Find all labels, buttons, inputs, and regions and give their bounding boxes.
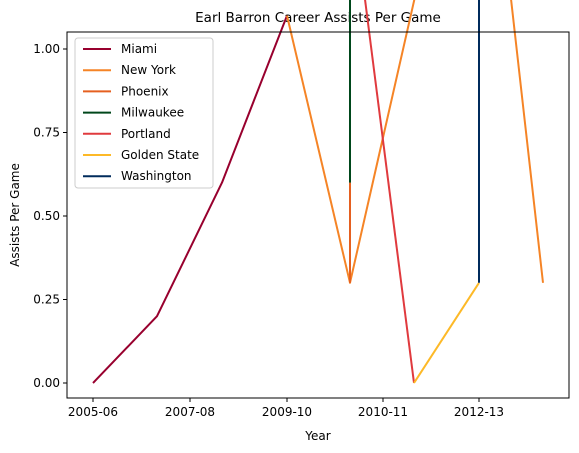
- y-axis: 0.000.250.500.751.001.251.501.752.00: [33, 0, 67, 390]
- x-tick-label: 2005-06: [68, 405, 118, 419]
- legend-label: Golden State: [121, 148, 199, 162]
- y-tick-label: 0.75: [33, 126, 60, 140]
- x-tick-label: 2012-13: [454, 405, 504, 419]
- series-line-portland: [350, 0, 414, 383]
- legend-label: Portland: [121, 127, 171, 141]
- series-line-new-york: [287, 0, 543, 283]
- chart-title: Earl Barron Career Assists Per Game: [195, 10, 441, 26]
- legend-label: Miami: [121, 42, 157, 56]
- legend-label: Washington: [121, 169, 192, 183]
- y-tick-label: 1.00: [33, 42, 60, 56]
- x-axis: 2005-06 2007-08 2009-10 2010-11 2012-13: [68, 398, 504, 419]
- x-tick-label: 2010-11: [358, 405, 408, 419]
- x-tick-label: 2007-08: [165, 405, 215, 419]
- legend-label: Phoenix: [121, 84, 169, 98]
- y-tick-label: 0.00: [33, 376, 60, 390]
- x-tick-label: 2009-10: [262, 405, 312, 419]
- series-line-golden-state: [414, 283, 479, 383]
- y-axis-label: Assists Per Game: [8, 163, 22, 267]
- y-tick-label: 0.50: [33, 209, 60, 223]
- legend-label: Milwaukee: [121, 106, 184, 120]
- legend-label: New York: [121, 63, 176, 77]
- y-tick-label: 0.25: [33, 293, 60, 307]
- legend: Miami New York Phoenix Milwaukee Portland Gol…: [75, 38, 213, 188]
- x-axis-label: Year: [304, 429, 330, 443]
